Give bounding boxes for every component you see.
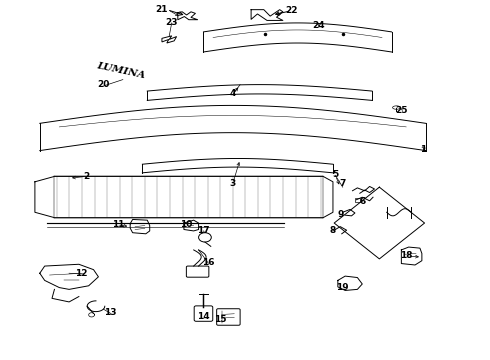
Text: 4: 4 bbox=[230, 89, 236, 98]
Text: 9: 9 bbox=[337, 210, 343, 219]
Text: 12: 12 bbox=[75, 269, 88, 278]
Text: 5: 5 bbox=[332, 170, 339, 179]
Text: 1: 1 bbox=[420, 145, 426, 154]
FancyBboxPatch shape bbox=[186, 266, 209, 277]
Text: 6: 6 bbox=[359, 197, 366, 206]
Text: 14: 14 bbox=[197, 312, 210, 321]
FancyBboxPatch shape bbox=[217, 309, 240, 325]
Text: 22: 22 bbox=[285, 6, 297, 15]
Text: 2: 2 bbox=[83, 172, 89, 181]
Text: 17: 17 bbox=[197, 226, 210, 235]
Text: 8: 8 bbox=[330, 226, 336, 235]
Text: 7: 7 bbox=[340, 179, 346, 188]
Text: 19: 19 bbox=[337, 283, 349, 292]
Text: 13: 13 bbox=[104, 308, 117, 317]
Polygon shape bbox=[162, 36, 176, 43]
Text: 11: 11 bbox=[112, 220, 124, 229]
Text: 20: 20 bbox=[97, 81, 109, 90]
Text: 23: 23 bbox=[166, 18, 178, 27]
Text: 18: 18 bbox=[400, 251, 413, 260]
FancyBboxPatch shape bbox=[194, 306, 213, 321]
Text: 10: 10 bbox=[180, 220, 193, 229]
Text: 16: 16 bbox=[202, 258, 215, 267]
Text: 24: 24 bbox=[312, 21, 324, 30]
Circle shape bbox=[198, 233, 211, 242]
Text: 3: 3 bbox=[230, 179, 236, 188]
Text: 15: 15 bbox=[214, 315, 227, 324]
Bar bbox=[355, 198, 360, 202]
Text: 25: 25 bbox=[395, 105, 408, 114]
Text: LUMINA: LUMINA bbox=[96, 61, 146, 80]
Text: 21: 21 bbox=[156, 5, 168, 14]
